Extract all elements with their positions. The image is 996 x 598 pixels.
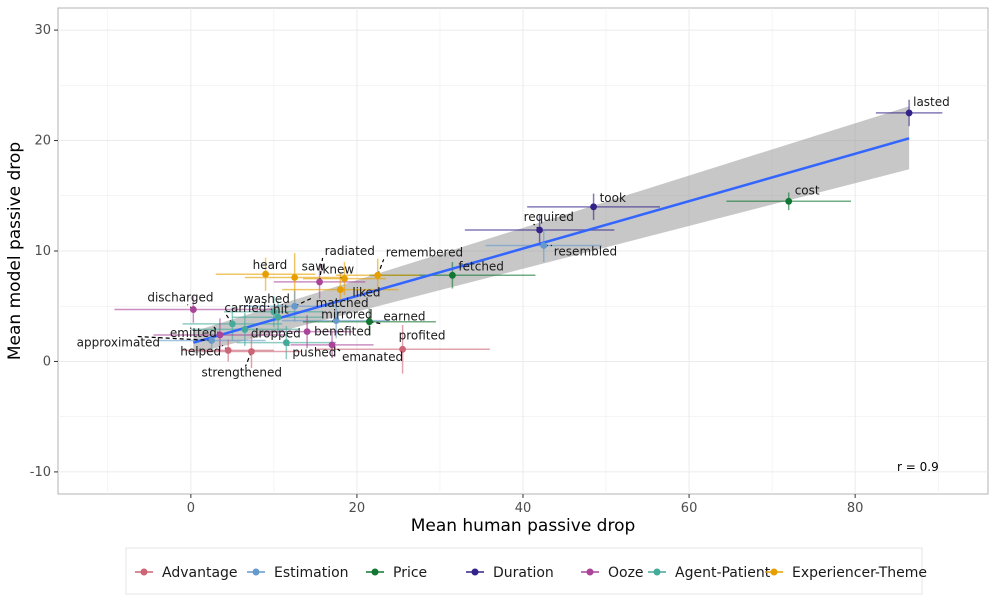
label-lasted: lasted (913, 95, 950, 109)
leader-matched (294, 296, 314, 307)
point-fetched (449, 271, 456, 279)
point-required (536, 226, 544, 234)
point-carried (228, 320, 236, 328)
label-helped: helped (180, 344, 221, 358)
r-annotation: r = 0.9 (897, 460, 939, 474)
point-knew (341, 275, 348, 283)
label-earned: earned (383, 310, 425, 324)
y-tick-label: -10 (30, 465, 51, 480)
point-mirrored (332, 317, 340, 324)
legend-swatch-ooze (586, 568, 594, 576)
leader-approximated (136, 335, 212, 342)
legend-label-experiencer-theme: Experiencer-Theme (792, 565, 927, 581)
point-lasted (905, 109, 913, 117)
label-knew: knew (322, 263, 354, 277)
point-heard (262, 270, 269, 278)
y-tick-label: 30 (34, 23, 51, 38)
label-matched: matched (316, 296, 369, 310)
label-liked: liked (352, 286, 380, 300)
legend-label-agent-patient: Agent-Patient (675, 565, 771, 581)
point-strengthened (248, 348, 255, 355)
legend-label-price: Price (393, 565, 427, 581)
x-tick-label: 80 (847, 501, 864, 516)
point-earned (365, 318, 373, 326)
label-discharged: discharged (147, 291, 213, 305)
fit-line (193, 137, 910, 344)
label-washed: washed (244, 292, 290, 306)
legend-label-ooze: Ooze (608, 565, 644, 581)
label-profited: profited (399, 328, 446, 342)
point-liked (336, 286, 344, 294)
x-tick-label: 0 (187, 501, 195, 516)
point-approximated (208, 337, 216, 344)
label-required: required (524, 210, 574, 224)
label-cost: cost (795, 183, 820, 197)
grid (58, 8, 988, 494)
axis-ticks: 0 20 40 60 80 -10 0 10 20 30 (30, 23, 864, 516)
label-pushed: pushed (292, 346, 336, 360)
label-dropped: dropped (251, 326, 301, 340)
y-axis-title: Mean model passive drop (5, 142, 25, 360)
label-emitted: emitted (170, 326, 217, 340)
x-tick-label: 60 (681, 501, 698, 516)
label-heard: heard (253, 258, 288, 272)
point-matched (291, 302, 299, 310)
y-tick-label: 0 (43, 354, 51, 369)
point-pushed (282, 339, 290, 347)
data-points (189, 109, 913, 355)
label-radiated: radiated (325, 244, 375, 258)
point-hit (274, 313, 282, 321)
point-discharged (189, 306, 197, 313)
legend-swatch-estimation (252, 568, 260, 576)
point-saw (291, 274, 299, 281)
label-strengthened: strengthened (201, 366, 282, 380)
point-emanated (328, 341, 336, 349)
legend-swatch-duration (471, 568, 479, 576)
label-approximated: approximated (77, 335, 160, 349)
label-hit: hit (273, 302, 289, 316)
label-emanated: emanated (342, 350, 403, 364)
legend-swatch-price (371, 568, 379, 576)
legend-swatch-agent-patient (653, 568, 661, 576)
point-helped (224, 347, 232, 354)
point-emitted (216, 331, 224, 339)
label-mirrored: mirrored (321, 308, 372, 322)
legend: Advantage Estimation Price Duration Ooze Agen… (135, 565, 927, 581)
label-carried: carried (224, 301, 266, 315)
label-remembered: remembered (386, 245, 463, 259)
label-benefited: benefited (314, 325, 371, 339)
point-remembered (374, 271, 382, 279)
point-resembled (540, 242, 548, 249)
point-profited (399, 345, 406, 353)
legend-label-estimation: Estimation (274, 565, 349, 581)
point-radiated (316, 278, 323, 286)
legend-label-advantage: Advantage (162, 565, 238, 581)
regression-line (193, 137, 910, 344)
x-tick-label: 40 (515, 501, 532, 516)
label-saw: saw (302, 260, 326, 274)
point-cost (785, 197, 793, 205)
x-axis-title: Mean human passive drop (411, 516, 636, 536)
y-tick-label: 10 (34, 244, 51, 259)
point-dropped (241, 326, 249, 333)
legend-label-duration: Duration (493, 565, 554, 581)
label-fetched: fetched (458, 259, 504, 273)
y-tick-label: 20 (34, 134, 51, 149)
point-took (590, 203, 597, 211)
x-tick-label: 20 (349, 501, 366, 516)
legend-swatch-advantage (140, 568, 148, 576)
point-washed (270, 308, 278, 316)
label-took: took (600, 191, 626, 205)
legend-swatch-experiencer-theme (770, 568, 778, 576)
point-benefited (303, 328, 311, 336)
point-labels: lasted cost took required resembled fetchedre… (77, 95, 950, 380)
label-resembled: resembled (554, 244, 617, 258)
